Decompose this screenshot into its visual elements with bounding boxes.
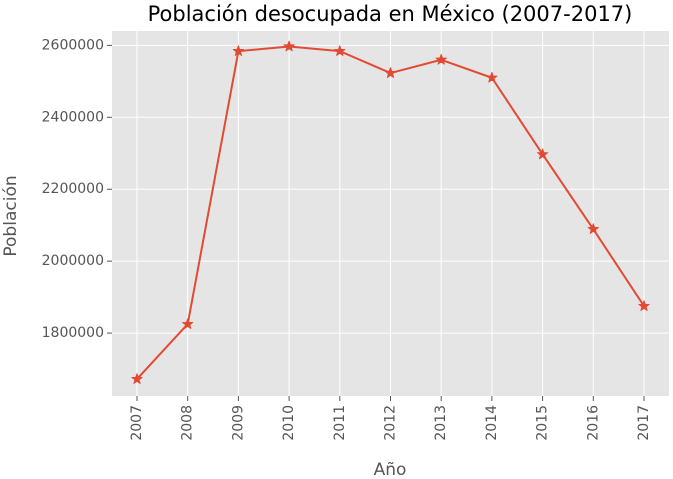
- x-tick-label: 2016: [585, 405, 601, 441]
- data-point: [435, 53, 447, 65]
- x-tick-label: 2011: [332, 405, 348, 441]
- x-tick-label: 2009: [230, 405, 246, 441]
- data-point: [384, 67, 397, 78]
- y-tick-label: 1800000: [42, 325, 104, 341]
- x-tick-label: 2014: [484, 405, 500, 441]
- x-axis: 2007 2008 2009 2010 2011 2012 2013 2014 2015 2016…: [129, 396, 652, 441]
- x-tick-label: 2010: [281, 405, 297, 441]
- series-layer: [131, 40, 650, 384]
- data-point: [536, 148, 549, 160]
- data-point: [283, 40, 295, 52]
- data-point: [486, 71, 498, 83]
- y-tick-label: 2200000: [42, 181, 104, 197]
- y-axis-label: Población: [1, 175, 21, 256]
- x-tick-label: 2008: [180, 405, 196, 441]
- x-tick-label: 2015: [535, 405, 551, 441]
- grid: [112, 31, 669, 396]
- data-point: [232, 45, 245, 56]
- x-axis-label: Año: [374, 460, 407, 479]
- data-point: [334, 45, 346, 56]
- data-point: [182, 318, 194, 329]
- data-point: [638, 300, 650, 311]
- y-tick-label: 2000000: [42, 253, 104, 269]
- y-axis: 1800000 2000000 2200000 2400000 2600000: [42, 37, 112, 341]
- data-point: [131, 373, 143, 384]
- chart-title: Población desocupada en México (2007-201…: [148, 2, 633, 26]
- x-tick-label: 2013: [433, 405, 449, 441]
- x-tick-label: 2007: [129, 405, 145, 441]
- x-tick-label: 2012: [383, 405, 399, 441]
- data-point: [587, 223, 599, 234]
- y-tick-label: 2400000: [42, 109, 104, 125]
- x-tick-label: 2017: [636, 405, 652, 441]
- y-tick-label: 2600000: [42, 37, 104, 53]
